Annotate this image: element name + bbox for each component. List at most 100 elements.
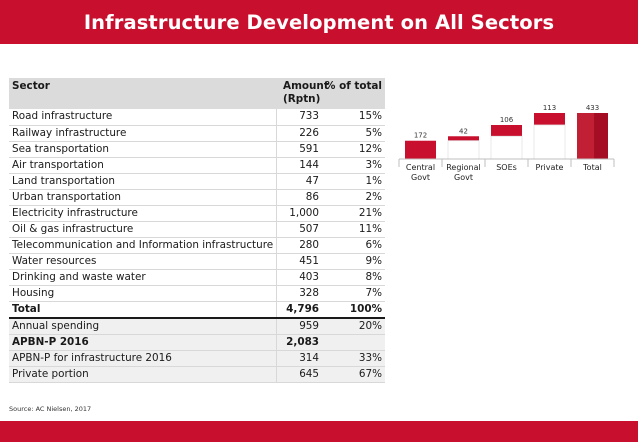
- table-row: Land transportation 47 1%: [9, 173, 385, 190]
- row-amount-cell: 226: [276, 125, 323, 142]
- row-sector-cell: Drinking and waste water: [9, 269, 278, 286]
- row-pct-cell: 7%: [322, 285, 385, 302]
- table-row: Water resources 451 9%: [9, 253, 385, 270]
- table-row: Urban transportation 86 2%: [9, 189, 385, 206]
- row-sector-cell: Land transportation: [9, 173, 278, 190]
- category-label: SOEs: [496, 163, 517, 172]
- table-row: Oil & gas infrastructure 507 11%: [9, 221, 385, 238]
- table-row: Total 4,796 100%: [9, 301, 385, 318]
- bar-offset-space: [533, 124, 566, 160]
- data-label: 42: [459, 127, 468, 135]
- row-sector-cell: Electricity infrastructure: [9, 205, 278, 222]
- row-amount-cell: 507: [276, 221, 323, 238]
- row-pct-cell: 8%: [322, 269, 385, 286]
- category-label: Govt: [411, 173, 430, 182]
- row-amount-cell: 1,000: [276, 205, 323, 222]
- bar-total-highlight: [577, 113, 595, 159]
- row-pct-cell: 5%: [322, 125, 385, 142]
- row-amount-cell: 591: [276, 141, 323, 158]
- header-pct: % of total: [322, 78, 385, 109]
- bar-offset-space: [490, 135, 523, 160]
- row-sector-cell: Water resources: [9, 253, 278, 270]
- data-label: 433: [586, 104, 599, 112]
- row-amount-cell: 314: [276, 350, 323, 367]
- row-amount-cell: 144: [276, 157, 323, 174]
- category-label: Private: [536, 163, 564, 172]
- row-amount-cell: 328: [276, 285, 323, 302]
- table-row: Air transportation 144 3%: [9, 157, 385, 174]
- sector-table: Sector Amount (Rptn) % of total Road inf…: [9, 78, 385, 383]
- row-amount-cell: 4,796: [276, 301, 323, 318]
- row-sector-cell: Private portion: [9, 366, 278, 383]
- row-pct-cell: 2%: [322, 189, 385, 206]
- row-amount-cell: 645: [276, 366, 323, 383]
- table-row: APBN-P for infrastructure 2016 314 33%: [9, 350, 385, 367]
- row-sector-cell: Annual spending: [9, 316, 278, 335]
- row-pct-cell: 6%: [322, 237, 385, 254]
- category-label: Regional: [446, 163, 481, 172]
- row-pct-cell: 15%: [322, 109, 385, 126]
- table-row: Housing 328 7%: [9, 285, 385, 302]
- table-row: Electricity infrastructure 1,000 21%: [9, 205, 385, 222]
- row-amount-cell: 47: [276, 173, 323, 190]
- row-pct-cell: 100%: [322, 301, 385, 318]
- table-row: Sea transportation 591 12%: [9, 141, 385, 158]
- table-row: Private portion 645 67%: [9, 366, 385, 383]
- row-sector-cell: Telecommunication and Information infras…: [9, 237, 278, 254]
- row-amount-cell: 2,083: [276, 334, 323, 351]
- table-row: Annual spending 959 20%: [9, 316, 385, 335]
- row-pct-cell: 12%: [322, 141, 385, 158]
- row-sector-cell: Urban transportation: [9, 189, 278, 206]
- row-pct-cell: 1%: [322, 173, 385, 190]
- row-sector-cell: Sea transportation: [9, 141, 278, 158]
- row-amount-cell: 451: [276, 253, 323, 270]
- bar: [448, 136, 479, 141]
- table-row: Telecommunication and Information infras…: [9, 237, 385, 254]
- row-sector-cell: Railway infrastructure: [9, 125, 278, 142]
- row-amount-cell: 959: [276, 316, 323, 335]
- table-body: Road infrastructure 733 15% Railway infrast…: [9, 109, 385, 383]
- header-amount: Amount (Rptn): [276, 78, 329, 109]
- bar: [534, 113, 565, 126]
- data-label: 113: [543, 104, 556, 112]
- category-label: Central: [406, 163, 435, 172]
- row-sector-cell: Housing: [9, 285, 278, 302]
- table-header-row: Sector Amount (Rptn) % of total: [9, 78, 385, 109]
- title-bar: Infrastructure Development on All Sector…: [0, 0, 638, 44]
- footer-bar: [0, 421, 638, 442]
- table-row: APBN-P 2016 2,083: [9, 334, 385, 351]
- data-label: 106: [500, 116, 514, 124]
- row-sector-cell: Air transportation: [9, 157, 278, 174]
- bar-offset-space: [447, 140, 480, 160]
- infrastructure-table: Sector Amount (Rptn) % of total Road inf…: [9, 78, 385, 383]
- header-sector: Sector: [9, 78, 277, 109]
- table-row: Road infrastructure 733 15%: [9, 109, 385, 126]
- row-amount-cell: 403: [276, 269, 323, 286]
- bar: [491, 125, 522, 137]
- data-label: 172: [414, 132, 427, 140]
- waterfall-chart-svg: 172CentralGovt42RegionalGovt106SOEs113Pr…: [398, 104, 615, 182]
- category-label: Govt: [454, 173, 473, 182]
- row-pct-cell: [322, 334, 385, 351]
- bar: [405, 140, 436, 159]
- row-amount-cell: 280: [276, 237, 323, 254]
- row-pct-cell: 3%: [322, 157, 385, 174]
- page-title: Infrastructure Development on All Sector…: [83, 10, 555, 34]
- row-pct-cell: 20%: [322, 316, 385, 335]
- table-row: Railway infrastructure 226 5%: [9, 125, 385, 142]
- table-row: Drinking and waste water 403 8%: [9, 269, 385, 286]
- row-sector-cell: Oil & gas infrastructure: [9, 221, 278, 238]
- row-sector-cell: APBN-P for infrastructure 2016: [9, 350, 278, 367]
- row-pct-cell: 11%: [322, 221, 385, 238]
- row-pct-cell: 21%: [322, 205, 385, 222]
- row-sector-cell: APBN-P 2016: [9, 334, 278, 351]
- source-note: Source: AC Nielsen, 2017: [9, 405, 92, 413]
- category-label: Total: [582, 163, 602, 172]
- row-pct-cell: 33%: [322, 350, 385, 367]
- row-sector-cell: Total: [9, 301, 278, 318]
- row-pct-cell: 67%: [322, 366, 385, 383]
- row-amount-cell: 86: [276, 189, 323, 206]
- row-amount-cell: 733: [276, 109, 323, 126]
- header-amount-label: Amount (Rptn): [283, 80, 329, 105]
- contribution-chart: 172 Central Govt 42 Regional Govt 106 SOEs 113 Pr…: [395, 95, 615, 205]
